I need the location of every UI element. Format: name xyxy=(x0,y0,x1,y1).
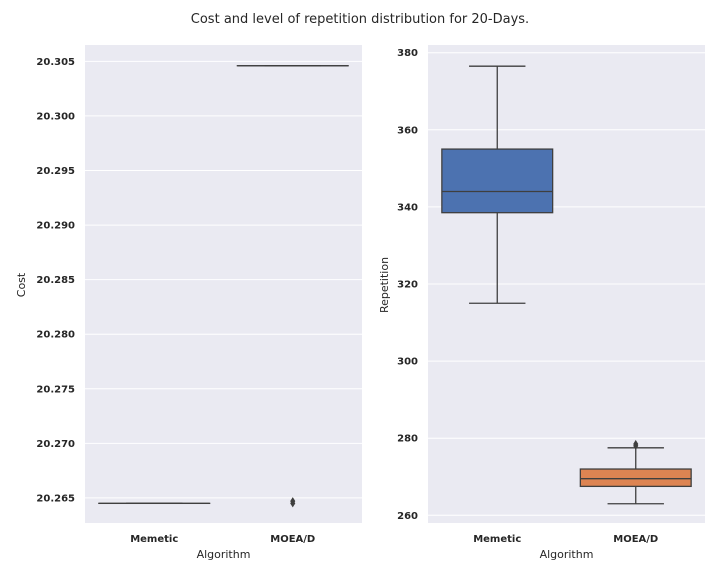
figure-title: Cost and level of repetition distributio… xyxy=(191,12,529,27)
repetition-x-tick-label: Memetic xyxy=(473,534,521,545)
repetition-y-tick-label: 320 xyxy=(397,280,418,291)
repetition-x-ticks: Memetic MOEA/D xyxy=(473,534,658,545)
cost-boxes xyxy=(98,65,349,508)
cost-x-tick-label: MOEA/D xyxy=(270,534,315,545)
cost-box-moea-d xyxy=(236,65,349,508)
cost-subplot: 20.265 20.270 20.275 20.280 20.285 20.290 20.2… xyxy=(15,45,362,561)
cost-y-tick-label: 20.280 xyxy=(36,330,75,341)
box-body xyxy=(579,468,692,488)
cost-plot-area xyxy=(85,45,362,523)
cost-x-axis-label: Algorithm xyxy=(197,548,251,561)
repetition-y-ticks: 260 280 300 320 340 360 380 xyxy=(397,48,418,522)
cost-y-axis-label: Cost xyxy=(15,272,28,297)
cost-y-tick-label: 20.265 xyxy=(36,493,75,504)
cost-y-tick-label: 20.300 xyxy=(36,111,75,122)
repetition-y-tick-label: 300 xyxy=(397,357,418,368)
repetition-boxes xyxy=(441,65,692,505)
cost-y-ticks: 20.265 20.270 20.275 20.280 20.285 20.290 20.2… xyxy=(36,57,75,505)
cost-y-tick-label: 20.305 xyxy=(36,57,75,68)
cost-y-tick-label: 20.275 xyxy=(36,384,75,395)
repetition-y-tick-label: 360 xyxy=(397,125,418,136)
cost-x-ticks: Memetic MOEA/D xyxy=(130,534,315,545)
repetition-y-tick-label: 260 xyxy=(397,511,418,522)
repetition-y-tick-label: 280 xyxy=(397,434,418,445)
repetition-y-tick-label: 340 xyxy=(397,202,418,213)
cost-x-tick-label: Memetic xyxy=(130,534,178,545)
repetition-subplot: 260 280 300 320 340 360 380 Memetic MOEA/D Algo… xyxy=(378,45,705,561)
outlier-point xyxy=(633,441,639,450)
repetition-box-memetic xyxy=(441,65,554,304)
repetition-y-axis-label: Repetition xyxy=(378,257,391,313)
cost-y-tick-label: 20.285 xyxy=(36,275,75,286)
repetition-y-tick-label: 380 xyxy=(397,48,418,59)
repetition-x-tick-label: MOEA/D xyxy=(613,534,658,545)
cost-y-tick-label: 20.295 xyxy=(36,166,75,177)
repetition-box-moea-d xyxy=(579,439,692,505)
box-body xyxy=(441,148,554,214)
cost-gridlines xyxy=(85,60,362,499)
outlier-point xyxy=(290,499,296,508)
cost-y-tick-label: 20.270 xyxy=(36,439,75,450)
repetition-x-axis-label: Algorithm xyxy=(540,548,594,561)
cost-y-tick-label: 20.290 xyxy=(36,221,75,232)
